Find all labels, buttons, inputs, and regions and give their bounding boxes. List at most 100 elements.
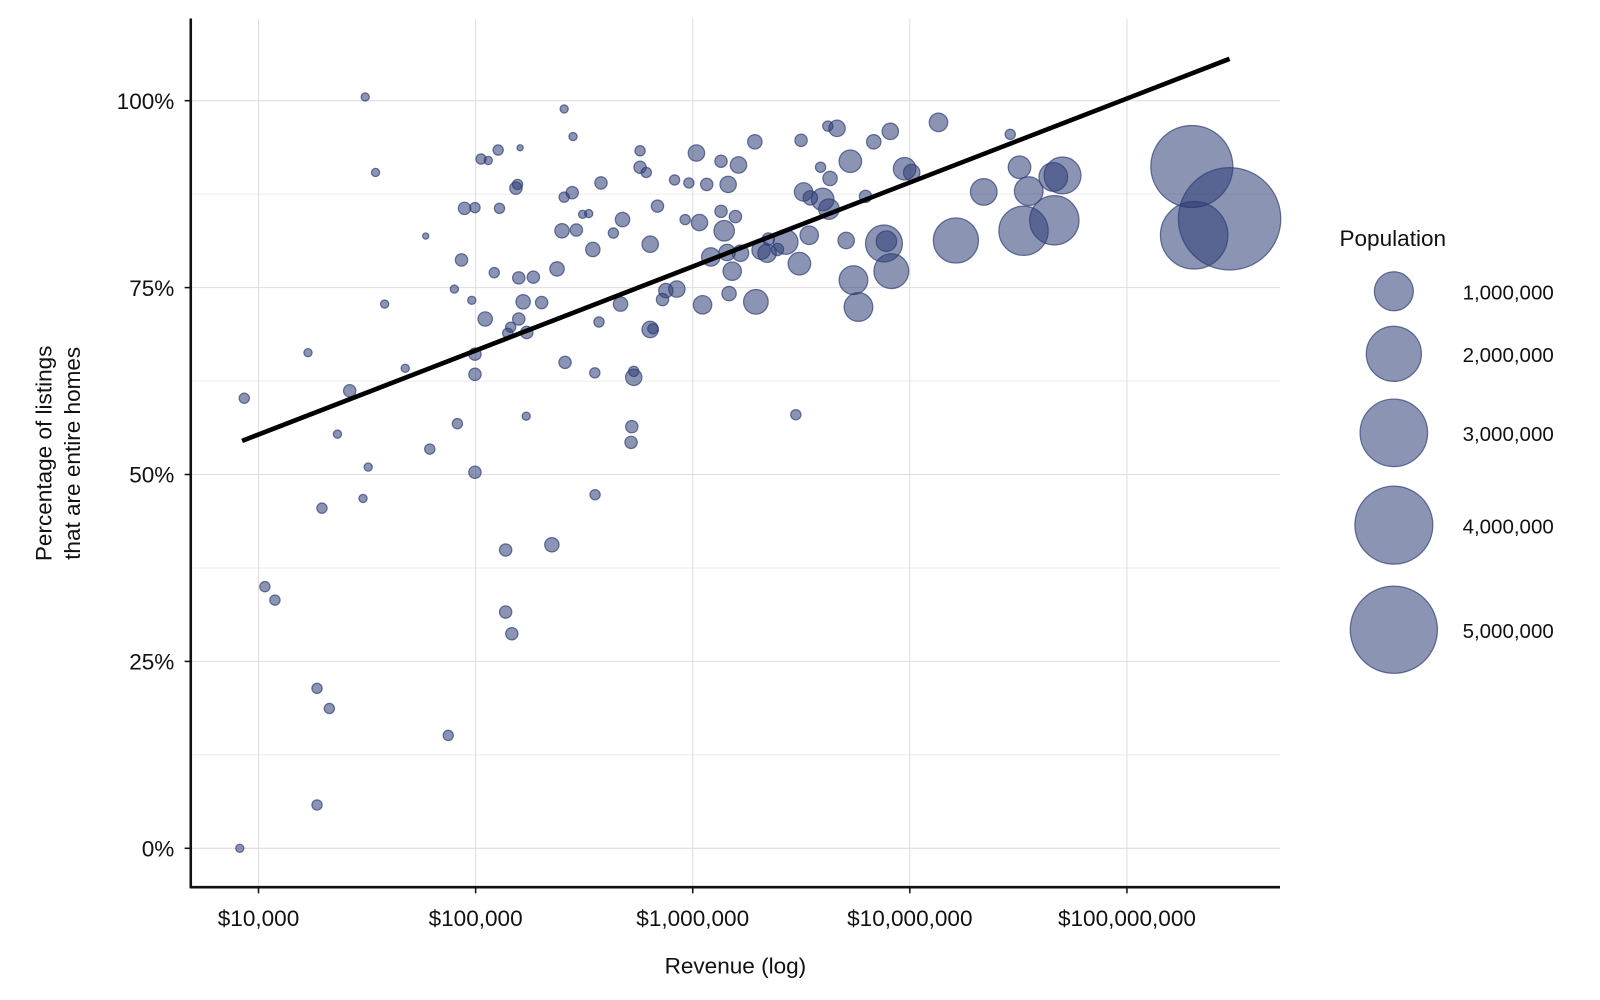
bubble (488, 266, 501, 279)
bubble (549, 261, 565, 277)
bubble (342, 383, 357, 398)
bubble (544, 536, 560, 553)
bubble (790, 408, 802, 421)
bubble (641, 235, 660, 254)
bubble (1004, 128, 1016, 141)
bubble (799, 225, 820, 246)
bubble (650, 199, 665, 213)
bubble (699, 177, 714, 192)
bubble (269, 594, 281, 606)
bubble (468, 465, 482, 480)
y-tick-label: 50% (129, 463, 174, 488)
legend-label: 4,000,000 (1463, 515, 1554, 538)
bubble (498, 543, 513, 557)
bubble (729, 156, 748, 174)
x-tick-label: $1,000,000 (636, 906, 749, 931)
bubble (559, 104, 569, 114)
bubble (467, 295, 477, 306)
bubble (511, 312, 526, 326)
bubble (516, 144, 524, 152)
bubble (787, 251, 812, 276)
bubble (728, 209, 743, 224)
bubble (457, 201, 472, 216)
bubble (498, 605, 513, 619)
bubble (822, 170, 838, 187)
bubble (713, 219, 736, 242)
bubble (493, 202, 506, 215)
bubble (722, 261, 743, 281)
bubble (558, 355, 572, 370)
bubble (837, 231, 855, 250)
bubble (814, 161, 827, 173)
x-tick-label: $10,000 (218, 906, 300, 931)
bubble (323, 702, 336, 715)
bubble (624, 435, 638, 450)
bubble (794, 133, 808, 148)
bubble (379, 299, 390, 309)
bubble (358, 493, 368, 504)
bubble (714, 154, 728, 169)
bubble (1177, 167, 1282, 271)
bubble (505, 626, 519, 641)
bubble (554, 222, 570, 239)
legend-label: 1,000,000 (1463, 281, 1554, 304)
bubble (370, 167, 381, 178)
legend-label: 3,000,000 (1463, 423, 1554, 446)
x-tick-label: $100,000,000 (1058, 906, 1196, 931)
bubble (719, 175, 737, 194)
bubble (838, 265, 869, 296)
bubble (363, 462, 373, 472)
bubble (235, 843, 245, 854)
x-axis-label: Revenue (log) (665, 953, 807, 978)
legend-bubble (1373, 271, 1414, 312)
bubble (454, 253, 469, 267)
x-tick-label: $100,000 (429, 906, 523, 931)
bubble (687, 144, 706, 162)
bubble (468, 367, 482, 382)
bubble (469, 201, 481, 214)
legend-title: Population (1339, 226, 1446, 251)
bubble (515, 294, 531, 310)
bubble (483, 155, 493, 166)
bubble (843, 292, 874, 323)
y-axis-label: Percentage of listings (31, 346, 56, 562)
bubble (683, 177, 695, 189)
bubble (477, 311, 494, 327)
bubble (634, 145, 646, 157)
legend-bubble (1365, 325, 1423, 383)
y-axis-label: that are entire homes (60, 347, 85, 560)
y-tick-label: 25% (129, 650, 174, 675)
bubble (332, 429, 343, 439)
bubble (1007, 155, 1032, 180)
bubble (303, 347, 313, 358)
bubble (640, 166, 653, 179)
bubble (565, 185, 580, 200)
y-tick-label: 75% (129, 276, 174, 301)
bubble (1043, 156, 1082, 195)
bubble (865, 134, 882, 150)
trend-line (241, 56, 1231, 444)
bubble (311, 799, 323, 811)
legend-bubble (1359, 398, 1429, 468)
bubble (568, 131, 578, 142)
bubble (747, 134, 763, 150)
bubble (690, 213, 709, 232)
x-tick-label: $10,000,000 (847, 906, 972, 931)
bubble (625, 419, 639, 434)
bubble (422, 232, 430, 240)
bubble (721, 285, 737, 302)
bubble (259, 580, 271, 593)
bubble (238, 392, 251, 404)
bubble (668, 280, 686, 298)
bubble (1029, 195, 1080, 246)
bubble (400, 363, 410, 374)
bubble (569, 223, 584, 237)
grid (190, 18, 1280, 888)
bubble (316, 502, 328, 514)
bubble (873, 253, 910, 290)
bubble (614, 211, 631, 228)
bubble (607, 227, 620, 239)
bubble (742, 288, 769, 315)
bubble (628, 365, 640, 378)
